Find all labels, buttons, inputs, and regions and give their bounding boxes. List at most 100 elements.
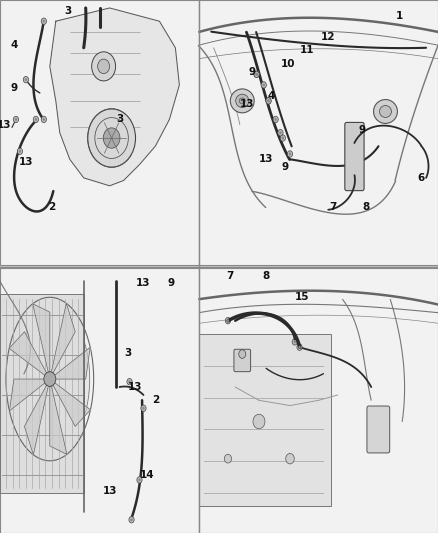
Text: 9: 9 [248, 67, 255, 77]
Circle shape [267, 100, 270, 102]
Circle shape [142, 407, 145, 410]
Circle shape [278, 130, 283, 136]
Circle shape [254, 71, 259, 77]
Ellipse shape [88, 109, 135, 167]
Text: 13: 13 [136, 278, 151, 288]
Polygon shape [50, 347, 90, 379]
Ellipse shape [236, 94, 249, 108]
Text: 2: 2 [152, 395, 159, 405]
Bar [199, 268, 438, 533]
Circle shape [23, 76, 28, 83]
Circle shape [253, 414, 265, 429]
Text: 6: 6 [418, 173, 425, 183]
Text: 7: 7 [226, 271, 234, 280]
Circle shape [19, 150, 21, 153]
Text: 3: 3 [64, 6, 71, 15]
Circle shape [137, 477, 142, 483]
Text: 3: 3 [124, 348, 131, 358]
Text: 10: 10 [280, 59, 295, 69]
Text: 13: 13 [240, 99, 254, 109]
Circle shape [266, 98, 271, 104]
Circle shape [273, 116, 278, 123]
Circle shape [131, 518, 133, 521]
Circle shape [98, 59, 110, 74]
Circle shape [42, 118, 45, 121]
Circle shape [254, 71, 259, 77]
Circle shape [275, 118, 277, 121]
Bar [0, 294, 84, 493]
Circle shape [138, 479, 141, 481]
Circle shape [293, 341, 296, 343]
Ellipse shape [230, 89, 254, 113]
Circle shape [224, 454, 232, 463]
Ellipse shape [10, 305, 90, 454]
Ellipse shape [374, 100, 397, 124]
Circle shape [92, 52, 116, 81]
Polygon shape [25, 379, 50, 455]
Polygon shape [33, 304, 50, 379]
Circle shape [13, 116, 18, 123]
Text: 15: 15 [295, 292, 309, 302]
Text: 13: 13 [19, 157, 33, 167]
Circle shape [262, 84, 265, 86]
Text: 13: 13 [259, 154, 273, 164]
Text: 14: 14 [140, 470, 155, 480]
Text: 9: 9 [282, 162, 289, 172]
Circle shape [287, 151, 293, 157]
Text: 3: 3 [116, 115, 123, 124]
Polygon shape [50, 379, 67, 454]
Ellipse shape [239, 98, 245, 104]
Circle shape [129, 516, 134, 523]
Polygon shape [50, 303, 75, 379]
Text: 8: 8 [363, 202, 370, 212]
Text: 2: 2 [48, 202, 56, 212]
FancyBboxPatch shape [345, 123, 364, 191]
Circle shape [279, 131, 282, 134]
Circle shape [297, 344, 302, 350]
Polygon shape [9, 332, 50, 379]
Polygon shape [50, 8, 180, 186]
Text: 13: 13 [0, 120, 11, 130]
Circle shape [282, 136, 284, 140]
Text: 13: 13 [128, 382, 143, 392]
Circle shape [41, 18, 46, 25]
Ellipse shape [379, 106, 392, 117]
Circle shape [266, 98, 271, 104]
Polygon shape [50, 379, 91, 426]
Text: 4: 4 [10, 40, 18, 50]
Circle shape [225, 318, 230, 324]
Circle shape [280, 135, 286, 141]
Bar [199, 0, 438, 265]
Text: 7: 7 [329, 202, 337, 212]
Circle shape [15, 118, 17, 121]
Circle shape [298, 346, 301, 349]
Circle shape [286, 454, 294, 464]
Circle shape [255, 73, 258, 76]
Text: 13: 13 [102, 486, 117, 496]
Polygon shape [10, 379, 50, 411]
Bar [0, 0, 199, 265]
Circle shape [41, 116, 46, 123]
Circle shape [33, 116, 39, 123]
Text: 11: 11 [300, 45, 314, 55]
FancyBboxPatch shape [367, 406, 390, 453]
Circle shape [289, 152, 291, 156]
Circle shape [18, 148, 23, 155]
Circle shape [239, 350, 246, 358]
Bar [0, 268, 199, 533]
Circle shape [127, 378, 132, 385]
Bar [199, 334, 331, 506]
Text: 9: 9 [168, 278, 175, 288]
Circle shape [42, 20, 45, 23]
FancyBboxPatch shape [234, 349, 251, 372]
Circle shape [227, 319, 229, 322]
Circle shape [292, 338, 297, 345]
Circle shape [141, 405, 146, 411]
Text: 4: 4 [267, 91, 275, 101]
Circle shape [35, 118, 37, 121]
Circle shape [44, 372, 56, 386]
Text: 1: 1 [396, 11, 403, 21]
Circle shape [261, 82, 266, 88]
Circle shape [255, 73, 258, 76]
Text: 8: 8 [262, 271, 270, 280]
